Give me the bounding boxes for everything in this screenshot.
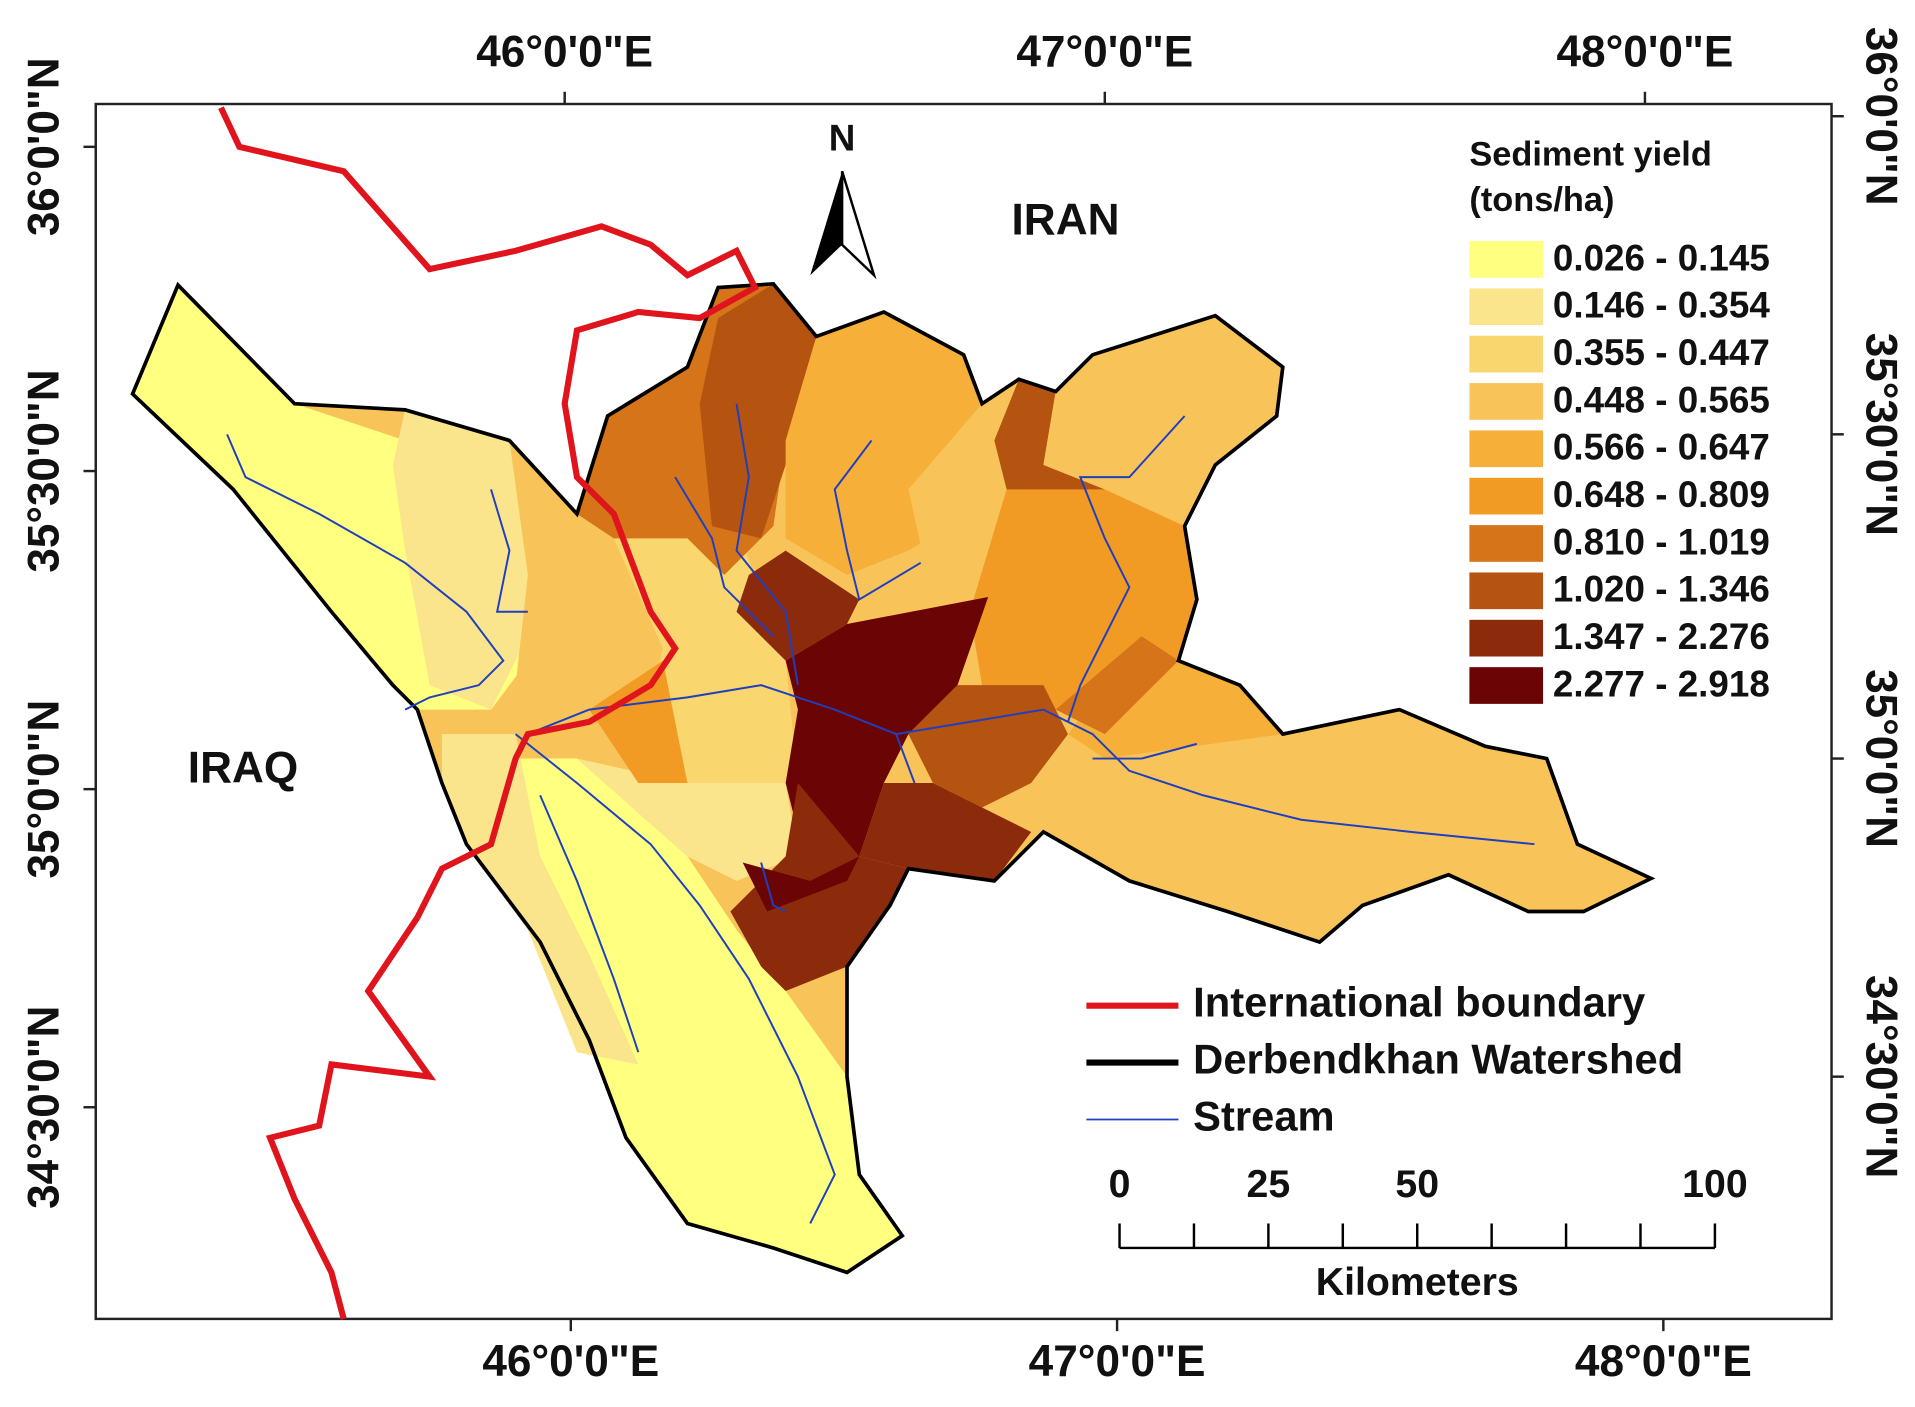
subbasin [1043,315,1283,527]
legend-swatch [1469,477,1544,515]
subbasin [515,758,903,1273]
legend-swatch [1469,667,1544,704]
scale-bar-unit: Kilometers [1316,1261,1519,1304]
graticule-label: 34°30'0"N [1856,975,1905,1178]
graticule-label: 35°0'0"N [1856,669,1905,848]
subbasin [785,597,989,881]
stream [226,433,505,711]
legend-swatch [1469,383,1544,420]
subbasin [1031,709,1652,943]
stream [527,684,1535,846]
legend-label: 0.566 - 0.647 [1553,427,1770,468]
subbasin [392,409,541,710]
legend-label: 1.020 - 1.346 [1553,569,1770,610]
north-arrow-right [840,170,877,280]
legend-swatch [1469,572,1544,610]
legend-label: 0.026 - 0.145 [1553,237,1770,278]
streams [226,403,1535,1224]
graticule-label: 35°30'0"N [1856,333,1905,536]
stream [490,489,528,613]
stream [539,794,640,1053]
stream [895,733,916,784]
international-boundary [218,106,760,1320]
line-legend-label: Stream [1193,1093,1334,1140]
legend-label: 0.648 - 0.809 [1553,474,1770,515]
north-label: N [829,117,856,158]
graticule-label: 35°0'0"N [19,700,68,879]
country-label: IRAN [1012,195,1120,244]
stream [833,439,922,602]
subbasin [589,660,688,784]
graticule-label: 36°0'0"N [1856,27,1905,206]
legend-label: 0.146 - 0.354 [1553,285,1771,326]
stream [1092,742,1198,760]
scale-bar-label: 50 [1395,1163,1439,1206]
legend-label: 1.347 - 2.276 [1553,616,1770,657]
scale-bar-label: 100 [1682,1163,1748,1206]
subbasin [994,379,1105,514]
legend-label: 2.277 - 2.918 [1553,663,1770,704]
country-label: IRAQ [188,743,298,792]
stream [674,476,775,637]
stream [514,733,836,1224]
legend-swatch [1469,430,1544,468]
subbasin [576,758,798,881]
graticule-label: 48°0'0"E [1556,28,1733,77]
stream [1067,415,1186,723]
graticule-label: 46°0'0"E [482,1337,659,1386]
legend-swatch [1469,335,1544,373]
subbasin [509,440,651,722]
line-legend-label: International boundary [1193,979,1645,1026]
legend-label: 0.448 - 0.565 [1553,379,1770,420]
legend-swatch [1469,525,1544,562]
graticule-label: 47°0'0"E [1016,28,1193,77]
graticule-label: 35°30'0"N [19,369,68,572]
watershed [132,283,1652,1273]
graticule-label: 46°0'0"E [476,28,653,77]
graticule-label: 36°0'0"N [19,57,68,236]
stream [760,862,787,913]
legend-swatch [1469,241,1544,278]
graticule-label: 34°30'0"N [19,1006,68,1209]
graticule-label: 48°0'0"E [1575,1337,1752,1386]
watershed-outline [130,281,1656,1275]
legend-swatch [1469,619,1544,657]
subbasin [441,734,639,1065]
subbasin [1055,636,1179,735]
subbasin [859,783,1032,881]
stream [735,403,799,686]
legend-label: 0.355 - 0.447 [1553,332,1770,373]
legend-swatch [1469,288,1544,326]
subbasin [699,283,817,539]
subbasin [908,685,1068,808]
graticule-label: 47°0'0"E [1029,1337,1206,1386]
scale-bar-label: 25 [1247,1163,1291,1206]
line-legend-label: Derbendkhan Watershed [1193,1036,1683,1083]
scale-bar-label: 0 [1109,1163,1131,1206]
legend-title: Sediment yield [1469,136,1711,174]
legend-label: 0.810 - 1.019 [1553,521,1770,562]
subbasin [736,550,860,661]
legend-title: (tons/ha) [1469,181,1614,219]
